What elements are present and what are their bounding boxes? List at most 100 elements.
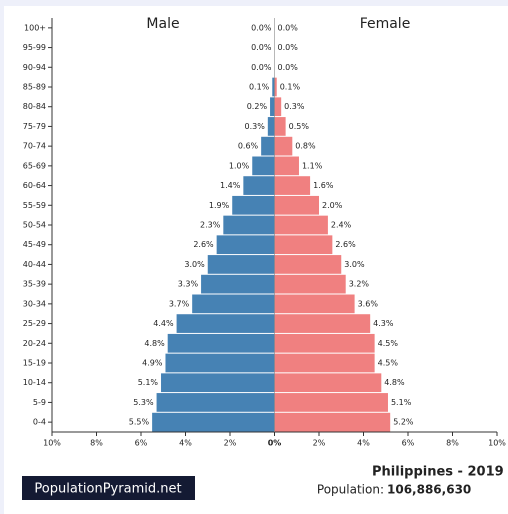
- legend-label: Male: [146, 16, 179, 32]
- y-tick-label: 10-14: [23, 378, 46, 387]
- bar: [165, 353, 275, 373]
- value-label: 2.6%: [193, 240, 214, 249]
- bar: [274, 353, 375, 373]
- x-tick-label: 2%: [313, 439, 326, 448]
- y-tick-label: 65-69: [23, 161, 46, 170]
- bar: [274, 235, 333, 255]
- value-label: 0.5%: [289, 122, 310, 131]
- bar: [243, 176, 275, 195]
- bar: [274, 117, 286, 136]
- bar: [252, 156, 275, 176]
- y-tick-label: 55-59: [23, 201, 46, 210]
- value-label: 4.9%: [142, 359, 163, 368]
- y-tick-label: 60-64: [23, 181, 46, 190]
- value-label: 0.0%: [278, 43, 299, 52]
- bar: [192, 294, 275, 314]
- x-tick-label: 6%: [402, 439, 415, 448]
- value-label: 5.1%: [138, 378, 159, 387]
- y-tick-label: 20-24: [23, 339, 46, 348]
- value-label: 5.1%: [391, 398, 412, 407]
- bar: [201, 274, 275, 294]
- bar: [152, 412, 275, 432]
- legend-label: Female: [360, 16, 411, 32]
- y-tick-label: 15-19: [23, 359, 46, 368]
- value-label: 3.0%: [344, 260, 365, 269]
- value-label: 0.6%: [238, 142, 259, 151]
- value-label: 0.8%: [295, 142, 316, 151]
- value-label: 4.8%: [144, 339, 165, 348]
- value-label: 4.5%: [378, 359, 399, 368]
- watermark: PopulationPyramid.net: [34, 482, 181, 497]
- bar: [270, 97, 275, 117]
- value-label: 1.6%: [313, 181, 334, 190]
- value-label: 4.4%: [153, 319, 174, 328]
- bar: [274, 412, 391, 432]
- x-tick-label: 0%: [268, 439, 282, 448]
- y-tick-label: 0-4: [33, 418, 46, 427]
- value-label: 3.6%: [358, 299, 379, 308]
- bar: [274, 393, 388, 412]
- value-label: 1.0%: [229, 161, 250, 170]
- value-label: 0.3%: [284, 102, 305, 111]
- bar: [274, 274, 346, 294]
- value-label: 5.5%: [129, 418, 150, 427]
- value-label: 1.9%: [209, 201, 230, 210]
- value-label: 4.8%: [384, 378, 405, 387]
- bar: [267, 117, 275, 136]
- value-label: 2.6%: [335, 240, 356, 249]
- bar: [207, 255, 275, 274]
- bar: [274, 195, 319, 215]
- value-label: 0.0%: [251, 23, 272, 32]
- bar: [274, 373, 382, 393]
- bar: [272, 77, 275, 97]
- population-label: Population:: [317, 483, 384, 497]
- bar: [216, 235, 275, 255]
- value-label: 5.2%: [393, 418, 414, 427]
- x-tick-label: 4%: [357, 439, 370, 448]
- x-tick-label: 8%: [90, 439, 103, 448]
- y-tick-label: 50-54: [23, 221, 46, 230]
- bar: [274, 156, 299, 176]
- value-label: 0.2%: [247, 102, 268, 111]
- y-tick-label: 95-99: [23, 43, 46, 52]
- value-label: 3.3%: [178, 280, 199, 289]
- bar: [274, 77, 277, 97]
- y-tick-label: 75-79: [23, 122, 46, 131]
- value-label: 0.0%: [251, 43, 272, 52]
- x-tick-label: 10%: [43, 439, 61, 448]
- value-label: 0.0%: [278, 63, 299, 72]
- bar: [176, 314, 275, 333]
- bar: [274, 215, 328, 235]
- watermark-box: [22, 476, 195, 500]
- y-tick-label: 40-44: [23, 260, 46, 269]
- chart-title: Philippines - 2019: [372, 465, 504, 480]
- bar: [223, 215, 275, 235]
- value-label: 0.0%: [278, 23, 299, 32]
- bar: [274, 294, 355, 314]
- bar: [232, 195, 275, 215]
- value-label: 1.4%: [220, 181, 241, 190]
- bar: [261, 136, 275, 156]
- value-label: 0.3%: [244, 122, 265, 131]
- y-tick-label: 30-34: [23, 299, 46, 308]
- value-label: 2.0%: [322, 201, 343, 210]
- bar: [161, 373, 275, 393]
- value-label: 4.5%: [378, 339, 399, 348]
- value-label: 3.0%: [184, 260, 205, 269]
- x-tick-label: 10%: [488, 439, 506, 448]
- bar: [274, 255, 342, 274]
- value-label: 3.7%: [169, 299, 190, 308]
- y-tick-label: 70-74: [23, 142, 46, 151]
- y-tick-label: 5-9: [33, 398, 46, 407]
- value-label: 3.2%: [349, 280, 370, 289]
- x-tick-label: 4%: [179, 439, 192, 448]
- population: 106,886,630: [387, 483, 471, 497]
- y-tick-label: 25-29: [23, 319, 46, 328]
- y-tick-label: 90-94: [23, 63, 46, 72]
- value-label: 0.0%: [251, 63, 272, 72]
- value-label: 4.3%: [373, 319, 394, 328]
- bar: [167, 333, 275, 353]
- y-tick-label: 85-89: [23, 83, 46, 92]
- y-tick-label: 45-49: [23, 240, 46, 249]
